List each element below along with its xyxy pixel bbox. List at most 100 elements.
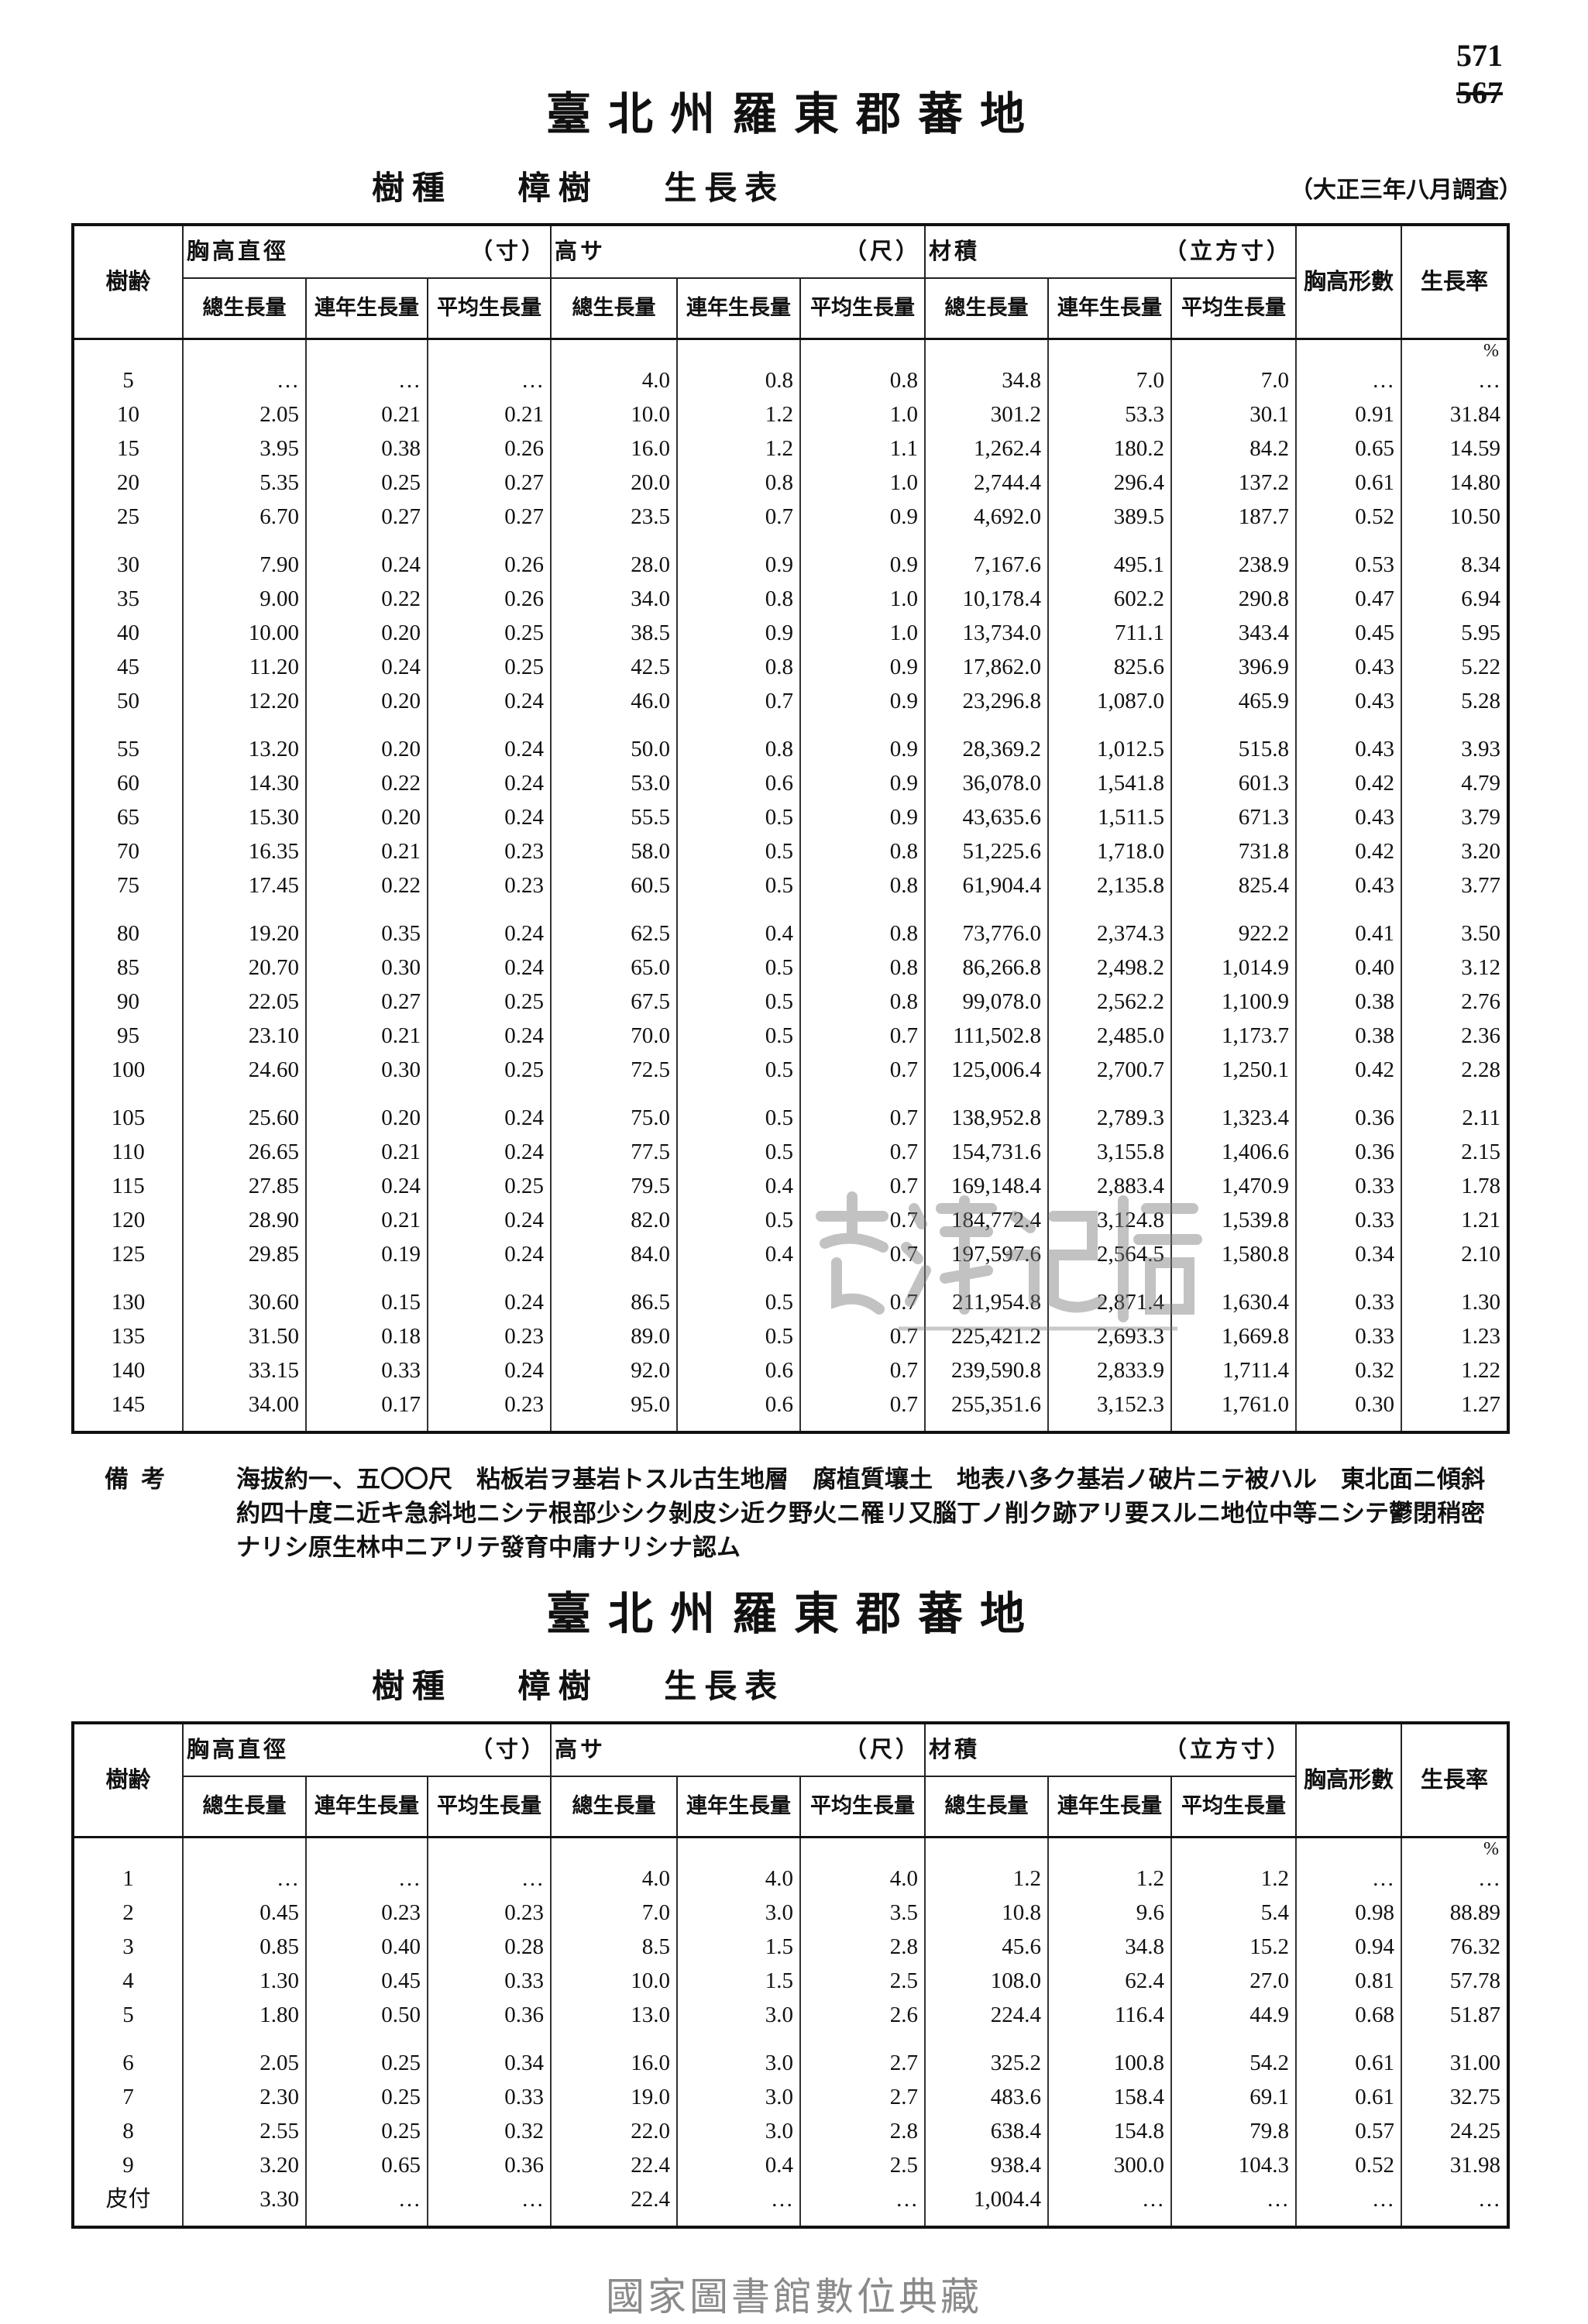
table-kind: 生長表: [664, 1667, 785, 1705]
value-cell: 0.7: [799, 1387, 926, 1432]
page-number-old: 567: [1456, 75, 1503, 110]
value-cell: 0.94: [1295, 1930, 1402, 1964]
value-cell: 31.98: [1401, 2148, 1509, 2182]
species-name: 樟樹: [517, 1667, 599, 1705]
table-row: 2 0.45 0.23 0.23 7.0 3.0 3.5 10.8 9.6 5.4 0.98 88.8…: [72, 1896, 1509, 1930]
table-row: 4 1.30 0.45 0.33 10.0 1.5 2.5 108.0 62.4 27.0 0.81…: [72, 1964, 1509, 1998]
value-cell: 0.20: [305, 800, 428, 834]
header-growth-rate: 生長率: [1401, 224, 1509, 340]
value-cell: 1.21: [1401, 1203, 1509, 1237]
age-cell: 6: [72, 2032, 184, 2080]
value-cell: 0.43: [1295, 800, 1402, 834]
value-cell: 2,700.7: [1047, 1053, 1172, 1087]
value-cell: 0.38: [1295, 985, 1402, 1019]
age-cell: 140: [72, 1353, 184, 1387]
header-height-current-annual: 連年生長量: [676, 277, 801, 340]
header-diameter-label: 胸高直徑: [187, 1736, 290, 1763]
value-cell: 0.5: [676, 800, 801, 834]
value-cell: 0.45: [1295, 616, 1402, 650]
value-cell: 0.40: [1295, 951, 1402, 985]
value-cell: 5.28: [1401, 684, 1509, 718]
value-cell: 1.0: [799, 582, 926, 616]
value-cell: 86,266.8: [924, 951, 1049, 985]
value-cell: 28.0: [550, 534, 678, 582]
value-cell: 0.7: [799, 1271, 926, 1319]
header-diameter-unit: （寸）: [469, 238, 547, 265]
value-cell: 0.7: [799, 1087, 926, 1135]
value-cell: 0.24: [305, 534, 428, 582]
table-row: 8 2.55 0.25 0.32 22.0 3.0 2.8 638.4 154.8 79.8 0.5…: [72, 2114, 1509, 2148]
value-cell: 62.5: [550, 902, 678, 951]
value-cell: 16.0: [550, 431, 678, 466]
value-cell: 0.21: [305, 397, 428, 431]
value-cell: 34.00: [182, 1387, 307, 1432]
value-cell: 0.5: [676, 1135, 801, 1169]
table-1-title: 臺北州羅東郡蕃地: [545, 88, 1042, 140]
value-cell: 3.79: [1401, 800, 1509, 834]
value-cell: 0.24: [427, 718, 552, 766]
value-cell: 28,369.2: [924, 718, 1049, 766]
value-cell: 0.36: [1295, 1135, 1402, 1169]
value-cell: 95.0: [550, 1387, 678, 1432]
value-cell: 0.6: [676, 766, 801, 800]
value-cell: 34.8: [924, 339, 1049, 397]
value-cell: 0.25: [305, 2032, 428, 2080]
value-cell: 495.1: [1047, 534, 1172, 582]
value-cell: 3.0: [676, 1998, 801, 2032]
value-cell: 0.8: [676, 339, 801, 397]
value-cell: 51,225.6: [924, 834, 1049, 868]
value-cell: 30.1: [1170, 397, 1297, 431]
value-cell: 711.1: [1047, 616, 1172, 650]
table-row: 3 0.85 0.40 0.28 8.5 1.5 2.8 45.6 34.8 15.2 0.94 76…: [72, 1930, 1509, 1964]
value-cell: 43,635.6: [924, 800, 1049, 834]
value-cell: 0.28: [427, 1930, 552, 1964]
value-cell: 0.45: [182, 1896, 307, 1930]
age-cell: 15: [72, 431, 184, 466]
value-cell: 1.30: [182, 1964, 307, 1998]
age-cell: 30: [72, 534, 184, 582]
header-volume-mean-annual: 平均生長量: [1170, 277, 1297, 340]
header-form-factor: 胸高形數: [1295, 224, 1402, 340]
age-cell: 130: [72, 1271, 184, 1319]
value-cell: 301.2: [924, 397, 1049, 431]
value-cell: 11.20: [182, 650, 307, 684]
value-cell: 0.21: [305, 1135, 428, 1169]
value-cell: …: [427, 339, 552, 397]
value-cell: 2,564.5: [1047, 1237, 1172, 1271]
percent-mark: %: [1483, 1839, 1499, 1859]
value-cell: 0.25: [305, 2114, 428, 2148]
value-cell: 255,351.6: [924, 1387, 1049, 1432]
value-cell: 1,100.9: [1170, 985, 1297, 1019]
value-cell: 0.35: [305, 902, 428, 951]
table-row: 25 6.70 0.27 0.27 23.5 0.7 0.9 4,692.0 389.5 187.…: [72, 500, 1509, 534]
value-cell: 1.0: [799, 616, 926, 650]
value-cell: 1.78: [1401, 1169, 1509, 1203]
value-cell: 0.5: [676, 834, 801, 868]
table-row: 5……… 4.0 0.8 0.8 34.8 7.0 7.0…%…: [72, 339, 1509, 397]
value-cell: 2,871.4: [1047, 1271, 1172, 1319]
value-cell: 0.43: [1295, 868, 1402, 902]
value-cell: 0.24: [427, 951, 552, 985]
value-cell: 0.24: [427, 1353, 552, 1387]
value-cell: 0.65: [1295, 431, 1402, 466]
value-text: …: [1478, 1866, 1500, 1891]
remarks: 備考 海拔約一、五〇〇尺 粘板岩ヲ基岩トスル古生地層 腐植質壤土 地表ハ多ク基岩…: [105, 1463, 1499, 1565]
value-cell: 4.0: [550, 1837, 678, 1896]
value-cell: 0.6: [676, 1387, 801, 1432]
value-cell: 0.26: [427, 534, 552, 582]
value-cell: 5.95: [1401, 616, 1509, 650]
value-cell: 0.5: [676, 1271, 801, 1319]
value-cell: 2,485.0: [1047, 1019, 1172, 1053]
value-cell: 61,904.4: [924, 868, 1049, 902]
value-cell: 187.7: [1170, 500, 1297, 534]
value-cell: 0.7: [799, 1237, 926, 1271]
value-cell: 389.5: [1047, 500, 1172, 534]
value-cell: 69.1: [1170, 2080, 1297, 2114]
value-cell: 0.25: [427, 650, 552, 684]
value-cell: 13.0: [550, 1998, 678, 2032]
value-cell: 24.60: [182, 1053, 307, 1087]
value-cell: 19.0: [550, 2080, 678, 2114]
value-cell: 0.8: [799, 868, 926, 902]
value-cell: 86.5: [550, 1271, 678, 1319]
age-cell: 2: [72, 1896, 184, 1930]
